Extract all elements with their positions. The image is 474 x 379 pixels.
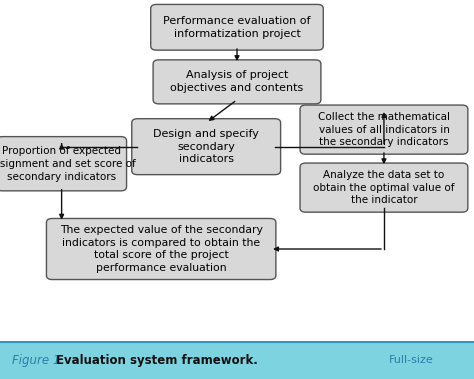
FancyBboxPatch shape [300,105,468,154]
FancyBboxPatch shape [153,60,321,104]
Text: The expected value of the secondary
indicators is compared to obtain the
total s: The expected value of the secondary indi… [60,225,263,273]
FancyBboxPatch shape [132,119,281,175]
Text: Performance evaluation of
informatization project: Performance evaluation of informatizatio… [163,16,311,39]
Text: Full-size: Full-size [389,355,433,365]
Text: Analyze the data set to
obtain the optimal value of
the indicator: Analyze the data set to obtain the optim… [313,170,455,205]
FancyBboxPatch shape [300,163,468,212]
Text: Design and specify
secondary
indicators: Design and specify secondary indicators [153,129,259,164]
Text: Figure 1: Figure 1 [12,354,64,366]
Text: Collect the mathematical
values of all indicators in
the secondary indicators: Collect the mathematical values of all i… [318,112,450,147]
Text: Proportion of expected
assignment and set score of
secondary indicators: Proportion of expected assignment and se… [0,146,136,182]
FancyBboxPatch shape [0,136,127,191]
FancyBboxPatch shape [46,218,276,280]
FancyBboxPatch shape [151,5,323,50]
Text: Evaluation system framework.: Evaluation system framework. [56,354,258,366]
Text: Analysis of project
objectives and contents: Analysis of project objectives and conte… [170,70,304,93]
